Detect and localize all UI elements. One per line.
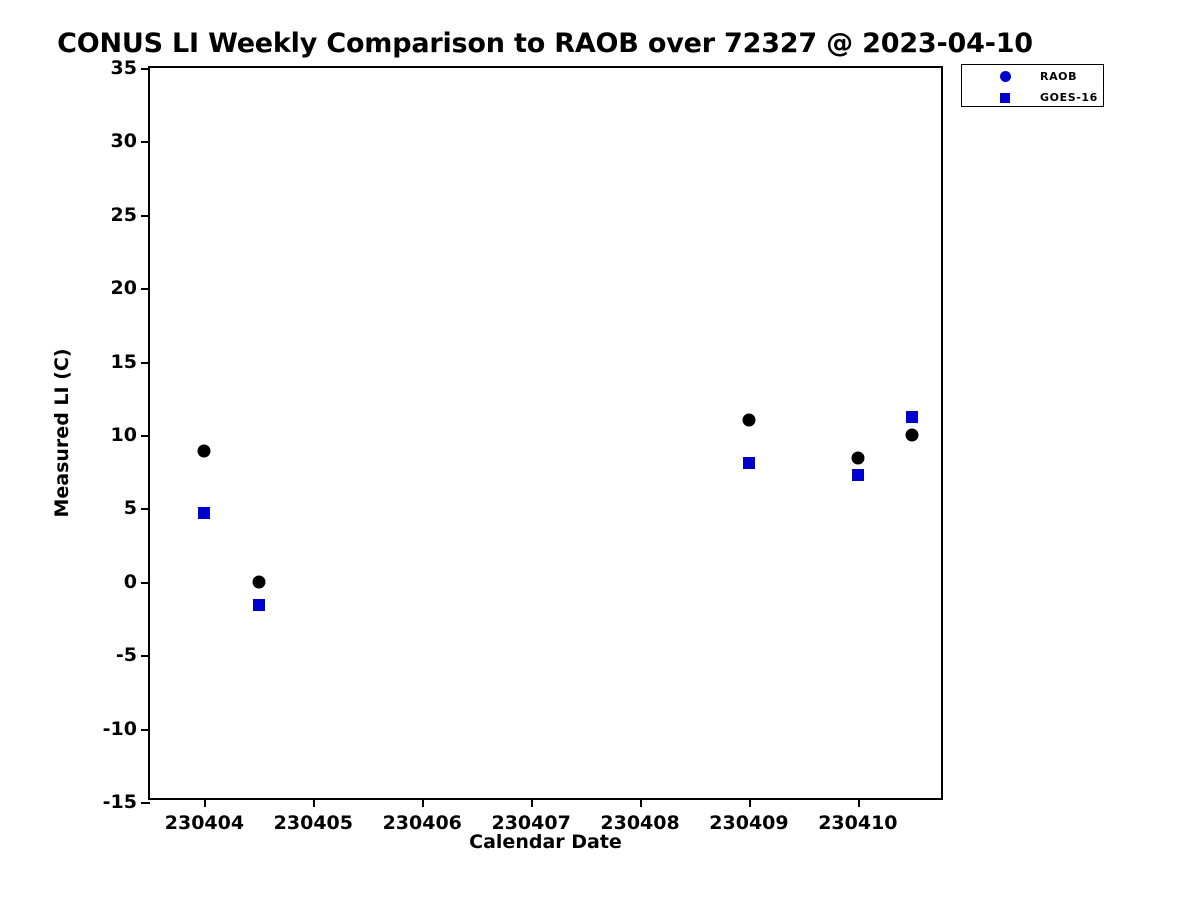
y-tick-mark <box>141 581 150 584</box>
legend-label: RAOB <box>1040 70 1078 83</box>
y-tick-mark <box>141 361 150 364</box>
y-tick-label: -10 <box>102 717 137 740</box>
data-point-raob <box>197 444 211 458</box>
x-tick-label: 230408 <box>600 812 680 834</box>
y-tick-mark <box>141 288 150 291</box>
y-tick-mark <box>141 728 150 731</box>
y-tick-mark <box>141 68 150 70</box>
y-tick-label: 0 <box>123 570 137 593</box>
data-point-raob <box>851 451 865 465</box>
x-tick-label: 230410 <box>818 812 898 834</box>
legend-marker-circle-icon <box>996 71 1014 82</box>
chart-title: CONUS LI Weekly Comparison to RAOB over … <box>57 28 1033 59</box>
y-tick-label: 35 <box>110 57 137 79</box>
y-tick-mark <box>141 214 150 217</box>
y-tick-label: 5 <box>123 497 137 520</box>
legend-marker-square-icon <box>996 92 1014 103</box>
x-tick-label: 230406 <box>382 812 462 834</box>
data-point-raob <box>905 428 919 442</box>
y-tick-label: 20 <box>110 277 137 300</box>
legend-label: GOES-16 <box>1040 91 1098 104</box>
x-tick-label: 230407 <box>491 812 571 834</box>
x-tick-mark <box>748 798 751 807</box>
y-tick-label: -5 <box>115 644 137 667</box>
data-point-raob <box>742 413 756 427</box>
y-tick-mark <box>141 508 150 511</box>
x-tick-mark <box>313 798 316 807</box>
y-tick-label: 25 <box>110 203 137 226</box>
y-axis-label: Measured LI (C) <box>51 348 73 518</box>
y-tick-mark <box>141 655 150 658</box>
y-tick-label: 10 <box>110 424 137 446</box>
y-tick-mark <box>141 802 150 804</box>
plot-area: 35 30 25 20 15 10 5 0 -5 -10 -15 230404 230405 23040… <box>103 57 943 834</box>
x-tick-mark <box>640 798 643 807</box>
y-tick-mark <box>141 435 150 437</box>
data-point-goes-16 <box>851 468 864 481</box>
x-tick-mark <box>857 798 860 807</box>
data-point-goes-16 <box>906 411 919 424</box>
data-points-layer <box>150 68 941 798</box>
x-tick-mark <box>531 798 534 807</box>
legend-item-goes-16: GOES-16 <box>962 87 1103 108</box>
x-tick-label: 230405 <box>273 812 354 834</box>
y-tick-mark <box>141 141 150 144</box>
data-point-goes-16 <box>252 599 265 612</box>
y-tick-label: -15 <box>102 791 137 813</box>
x-axis-label: Calendar Date <box>469 831 622 853</box>
legend-item-raob: RAOB <box>962 66 1103 87</box>
data-point-raob <box>252 575 266 589</box>
x-tick-label: 230409 <box>709 812 789 834</box>
x-tick-label: 230404 <box>164 812 245 834</box>
data-point-goes-16 <box>198 506 211 519</box>
x-tick-mark <box>422 798 425 807</box>
data-point-goes-16 <box>742 456 755 469</box>
chart-legend: RAOB GOES-16 <box>961 64 1104 107</box>
x-tick-mark <box>204 798 207 807</box>
y-tick-label: 30 <box>110 130 137 153</box>
y-tick-label: 15 <box>110 350 137 373</box>
